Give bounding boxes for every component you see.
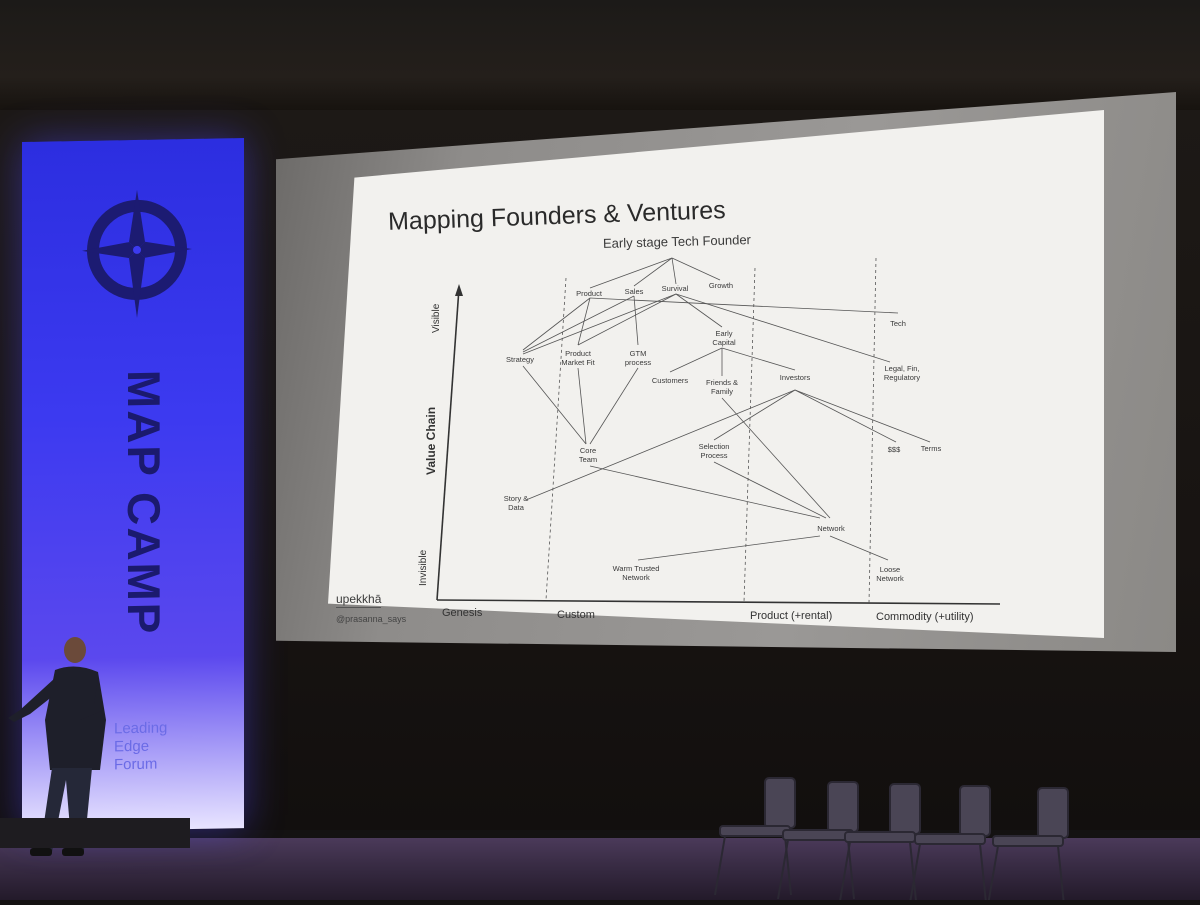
node-survival: Survival (661, 284, 689, 293)
stage-truss (0, 818, 190, 848)
link (577, 367, 587, 445)
link (633, 257, 673, 287)
brand-logo: upekkhā (336, 592, 382, 608)
link (577, 293, 677, 346)
x-axis-label-genesis: Genesis (442, 607, 483, 619)
link (675, 293, 723, 328)
link (794, 389, 931, 443)
link (589, 367, 639, 445)
x-axis-line (436, 599, 1001, 605)
node-line: Team (578, 455, 598, 464)
link (637, 535, 821, 561)
node-friends-family: Friends & Family (706, 378, 738, 396)
map-camp-banner: MAP CAMP Leading Edge Forum (22, 138, 244, 832)
ceiling (0, 0, 1200, 110)
link (589, 257, 673, 289)
link (522, 365, 587, 445)
node-line: Data (508, 503, 524, 512)
node-line: Product (565, 349, 591, 358)
link (713, 389, 796, 441)
node-line: Story & (503, 494, 529, 503)
custom-divider (545, 277, 567, 601)
link (794, 389, 897, 443)
node-terms: Terms (920, 444, 942, 453)
y-axis-bottom-label: Invisible (418, 549, 429, 586)
twitter-handle: @prasanna_says (336, 614, 407, 624)
link (671, 257, 677, 285)
node-line: Process (700, 451, 728, 460)
node-core-team: Core Team (579, 446, 597, 464)
node-early-capital: Early Capital (712, 329, 735, 347)
link (829, 535, 889, 561)
y-axis-arrow (455, 284, 463, 296)
node-product-market-fit: Product Market Fit (561, 349, 594, 367)
link (721, 347, 796, 371)
stage-chairs (700, 770, 1100, 905)
y-axis-label: Value Chain (424, 406, 438, 475)
node-line: Regulatory (883, 373, 921, 382)
node-warm-trusted-network: Warm Trusted Network (613, 564, 660, 582)
product-divider (743, 267, 756, 603)
x-axis-label-commodity: Commodity (+utility) (876, 611, 974, 623)
node-line: GTM (629, 349, 647, 358)
node-customers: Customers (651, 376, 689, 385)
node-tech: Tech (890, 319, 906, 328)
node-money: $$$ (887, 445, 901, 454)
node-line: Early (715, 329, 733, 338)
node-line: Core (579, 446, 597, 455)
node-line: Capital (712, 338, 736, 347)
node-loose-network: Loose Network (876, 565, 904, 583)
node-sales: Sales (624, 287, 644, 296)
node-selection-process: Selection Process (699, 442, 730, 460)
node-strategy: Strategy (506, 355, 534, 364)
node-line: Network (622, 573, 650, 582)
node-story-data: Story & Data (504, 494, 529, 512)
node-network: Network (817, 524, 845, 533)
link (522, 293, 677, 355)
stage-floor (0, 838, 1200, 900)
link (589, 465, 821, 519)
node-line: Warm Trusted (612, 564, 660, 573)
node-line: Market Fit (561, 358, 595, 367)
link (525, 389, 796, 501)
node-line: Selection (698, 442, 730, 451)
link (633, 295, 639, 346)
node-gtm-process: GTM process (625, 349, 651, 367)
node-line: Loose (879, 565, 901, 574)
link (721, 397, 831, 519)
commodity-divider (868, 257, 877, 604)
x-axis-label-custom: Custom (557, 609, 595, 621)
link (675, 293, 891, 363)
link (589, 297, 899, 314)
node-line: Friends & (705, 378, 739, 387)
link (522, 297, 591, 351)
link (669, 347, 723, 373)
node-line: Legal, Fin, (884, 364, 920, 373)
y-axis-line (436, 287, 460, 601)
node-line: Family (710, 387, 734, 396)
node-line: Network (876, 574, 904, 583)
link (522, 295, 635, 353)
link (671, 257, 721, 281)
node-product: Product (576, 289, 602, 298)
node-line: process (624, 358, 652, 367)
node-legal: Legal, Fin, Regulatory (884, 364, 920, 382)
link (713, 461, 827, 519)
y-axis-top-label: Visible (431, 303, 442, 333)
node-growth: Growth (708, 281, 734, 290)
compass-icon (82, 189, 192, 326)
x-axis-label-product: Product (+rental) (750, 610, 833, 622)
node-investors: Investors (779, 373, 811, 382)
